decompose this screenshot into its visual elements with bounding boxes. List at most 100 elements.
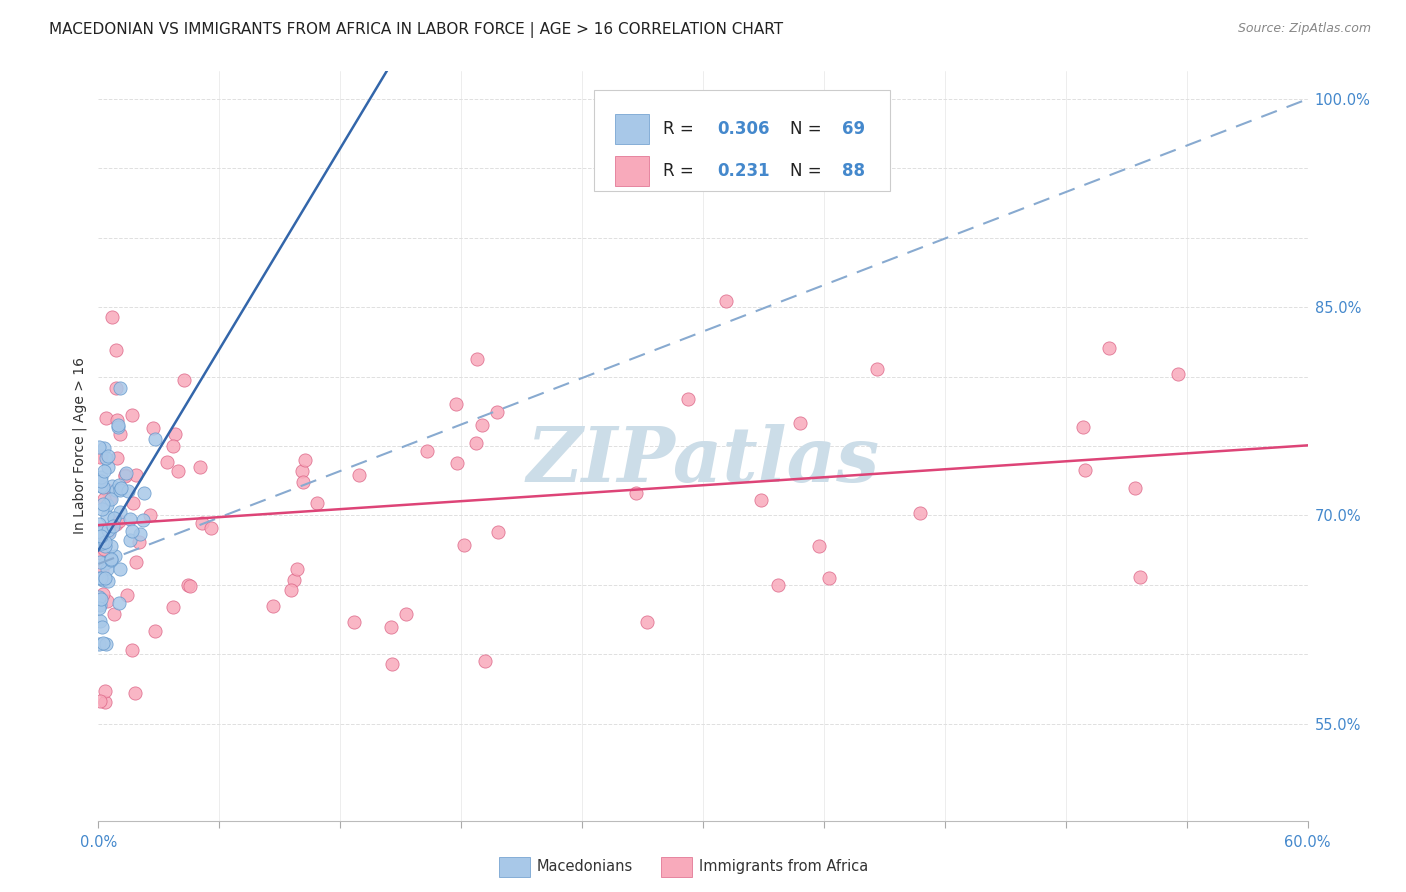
Point [1074,463,1097,477]
Point [90,479,112,493]
Point [96,483,118,498]
Point [94,535,117,549]
Point [87,571,110,585]
Point [87,597,110,611]
Point [167,464,190,478]
Point [120,533,142,547]
Point [87,516,110,531]
Point [94,684,117,698]
Point [188,460,211,475]
Point [100,539,122,553]
Point [176,578,198,592]
Point [97,524,120,539]
Point [93,556,115,570]
Point [105,517,128,532]
Point [96,637,118,651]
Point [108,426,131,441]
Point [101,310,124,325]
Text: Immigrants from Africa: Immigrants from Africa [699,859,868,873]
Point [380,620,402,634]
Point [89,449,111,463]
Point [129,527,152,541]
Point [96,562,118,576]
Point [142,421,165,435]
Point [94,410,117,425]
Point [90,525,112,540]
Point [751,492,773,507]
Point [262,599,284,613]
Point [100,551,122,566]
Point [104,343,127,358]
Point [866,362,889,376]
Point [87,440,110,454]
Point [486,405,509,419]
Point [91,502,114,516]
Point [105,483,128,498]
Point [97,524,120,538]
Point [89,615,111,629]
Point [108,505,131,519]
Point [908,506,931,520]
Point [108,478,131,492]
Point [291,464,314,478]
Point [91,636,114,650]
Point [115,467,138,481]
Point [343,615,366,629]
Point [474,654,496,668]
Point [122,496,145,510]
Text: 0.231: 0.231 [717,161,770,179]
Point [294,453,316,467]
Point [89,600,111,615]
Point [156,455,179,469]
Point [807,539,830,553]
Point [173,373,195,387]
Point [91,497,114,511]
Point [104,382,127,396]
Point [89,537,111,551]
Point [115,588,138,602]
Point [1167,367,1189,381]
Point [100,491,122,505]
Point [444,397,467,411]
Text: R =: R = [664,120,693,138]
Point [121,408,143,422]
Point [191,516,214,530]
Point [90,536,112,550]
Point [789,417,811,431]
Point [110,562,132,576]
Point [200,521,222,535]
Point [114,469,136,483]
Point [139,508,162,523]
Point [285,562,308,576]
Point [105,412,128,426]
Point [91,480,114,494]
Point [108,514,131,528]
Point [91,573,114,587]
Point [117,484,139,499]
Text: 0.306: 0.306 [717,120,770,138]
Point [90,474,112,488]
Point [124,686,146,700]
Point [416,444,439,458]
Bar [614,114,648,145]
Point [107,417,129,432]
Point [89,450,111,464]
Text: R =: R = [664,161,693,179]
Point [101,479,124,493]
Point [307,496,329,510]
Point [87,637,110,651]
Bar [614,155,648,186]
Point [464,436,486,450]
Point [818,572,841,586]
Point [96,498,118,512]
Point [90,469,112,483]
Point [94,539,117,553]
Point [283,574,305,588]
Point [395,607,418,621]
Point [121,643,143,657]
Point [128,535,150,549]
Point [89,591,111,606]
Point [143,433,166,447]
Point [280,582,302,597]
Point [1098,341,1121,355]
